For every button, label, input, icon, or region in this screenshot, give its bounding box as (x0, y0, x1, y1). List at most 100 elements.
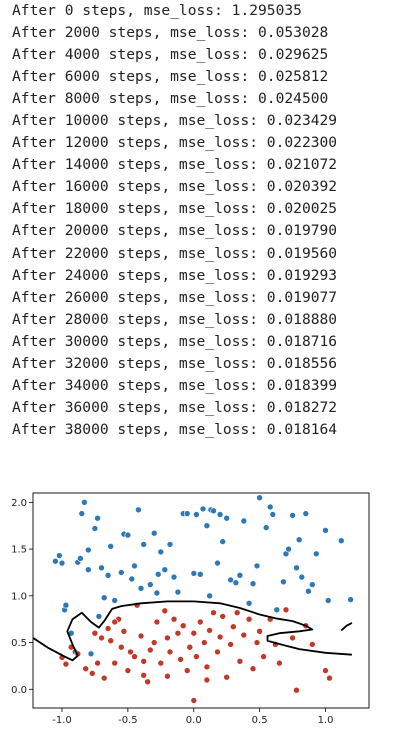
data-point-blue (197, 571, 204, 578)
data-point-blue (337, 537, 345, 545)
data-point-red (98, 634, 105, 642)
data-point-red (104, 625, 112, 632)
log-line: After 2000 steps, mse_loss: 0.053028 (12, 24, 329, 42)
data-point-blue (147, 581, 154, 588)
data-point-red (203, 663, 211, 671)
data-point-red (190, 697, 198, 704)
data-point-red (153, 618, 161, 626)
plot-layer: -1.0 -0.5 0.0 0.5 1.0 0.0 0.5 1.0 1.5 2.0 (11, 492, 370, 726)
data-point-blue (95, 613, 103, 620)
data-point-blue (322, 527, 329, 534)
log-line: After 36000 steps, mse_loss: 0.018272 (12, 398, 338, 416)
data-point-red (197, 618, 204, 626)
data-point-blue (308, 581, 316, 588)
data-point-red (127, 648, 134, 656)
data-point-blue (266, 503, 274, 511)
data-point-red (186, 643, 194, 651)
data-point-blue (131, 562, 138, 570)
data-point-blue (302, 510, 310, 517)
data-point-blue (305, 587, 312, 595)
data-point-red (94, 659, 101, 667)
data-point-red (164, 672, 171, 680)
data-point-blue (170, 573, 178, 581)
data-point-red (147, 646, 154, 654)
y-tick-label: 2.0 (11, 498, 27, 509)
data-point-blue (183, 510, 191, 517)
data-point-blue (137, 585, 145, 592)
data-point-blue (227, 576, 234, 584)
data-point-red (240, 631, 248, 639)
data-point-red (100, 674, 108, 682)
data-point-red (233, 609, 241, 616)
data-point-blue (107, 543, 114, 550)
data-point-blue (94, 514, 101, 522)
data-point-blue (214, 559, 221, 567)
data-point-blue (190, 570, 198, 577)
data-point-blue (262, 524, 270, 531)
data-point-red (203, 676, 211, 684)
data-point-red (183, 667, 191, 674)
data-point-red (107, 637, 114, 644)
data-point-blue (124, 531, 132, 539)
data-point-red (214, 648, 221, 656)
plot-frame (32, 492, 370, 709)
data-point-blue (56, 552, 63, 559)
data-point-blue (154, 571, 162, 578)
data-point-blue (166, 541, 174, 548)
data-point-red (174, 629, 182, 637)
data-point-blue (135, 506, 142, 514)
data-point-blue (91, 525, 99, 532)
data-point-blue (118, 569, 125, 576)
data-point-blue (206, 592, 213, 600)
data-point-red (256, 628, 263, 635)
data-point-blue (199, 505, 207, 513)
log-line: After 0 steps, mse_loss: 1.295035 (12, 2, 302, 19)
log-line: After 22000 steps, mse_loss: 0.019560 (12, 244, 338, 262)
data-point-red (193, 653, 200, 660)
data-point-blue (150, 529, 158, 537)
data-point-red (249, 665, 257, 672)
data-point-blue (104, 572, 112, 579)
decision-boundary-fragment (340, 622, 353, 632)
data-point-red (140, 672, 147, 679)
x-tick-label: 0.0 (186, 715, 202, 726)
data-point-blue (100, 594, 108, 601)
data-point-red (82, 665, 89, 672)
data-point-blue (216, 511, 224, 518)
log-line: After 18000 steps, mse_loss: 0.020025 (12, 200, 338, 218)
data-point-red (111, 659, 118, 667)
data-point-blue (161, 566, 169, 573)
data-point-blue (85, 566, 92, 573)
data-point-red (216, 633, 224, 641)
data-points (52, 494, 354, 704)
log-line: After 16000 steps, mse_loss: 0.020392 (12, 178, 338, 196)
log-line: After 34000 steps, mse_loss: 0.018399 (12, 376, 338, 394)
x-tick-label: 1.0 (318, 715, 334, 726)
data-point-red (210, 609, 217, 616)
data-point-red (111, 618, 118, 626)
data-point-blue (58, 559, 66, 567)
data-point-red (120, 628, 128, 635)
data-point-red (322, 667, 329, 674)
data-point-red (245, 615, 253, 623)
data-point-blue (269, 511, 277, 518)
data-point-blue (219, 538, 226, 545)
training-log: After 0 steps, mse_loss: 1.295035 After 2… (12, 0, 337, 441)
data-point-blue (295, 536, 303, 544)
data-point-red (150, 639, 158, 646)
data-point-red (161, 607, 169, 615)
data-point-red (236, 658, 244, 665)
log-line: After 6000 steps, mse_loss: 0.025812 (12, 68, 329, 86)
data-point-blue (347, 596, 354, 603)
decision-boundary (33, 600, 352, 662)
data-point-red (170, 615, 178, 623)
log-line: After 12000 steps, mse_loss: 0.022300 (12, 134, 338, 152)
log-line: After 26000 steps, mse_loss: 0.019077 (12, 288, 338, 306)
data-point-blue (256, 494, 263, 502)
data-point-blue (78, 510, 86, 517)
log-line: After 24000 steps, mse_loss: 0.019293 (12, 266, 338, 284)
data-point-blue (62, 601, 70, 609)
data-point-blue (77, 555, 84, 562)
data-point-blue (153, 589, 161, 597)
y-tick-label: 0.0 (11, 685, 27, 696)
